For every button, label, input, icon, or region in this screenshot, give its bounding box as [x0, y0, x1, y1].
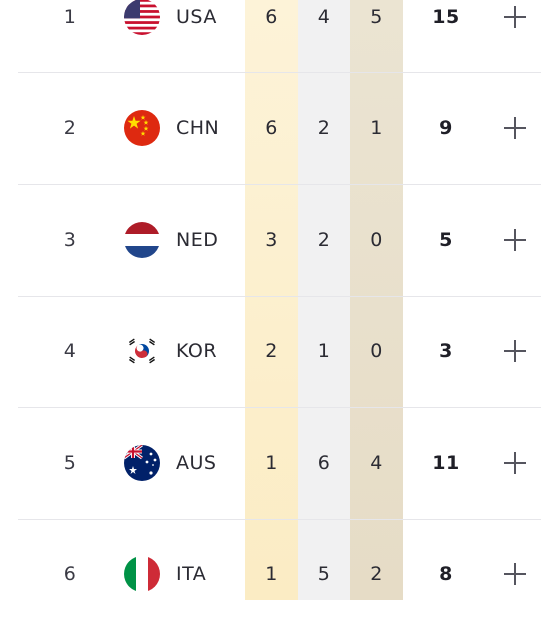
korea-flag-icon	[124, 333, 160, 369]
country-code: KOR	[176, 296, 240, 408]
total-count: 9	[420, 73, 472, 185]
rank-cell: 1	[40, 0, 100, 73]
table-row[interactable]: 4 KOR 2 1 0 3	[0, 296, 560, 408]
table-row[interactable]: 6 ITA 1 5 2 8	[0, 519, 560, 630]
silver-count: 1	[298, 296, 350, 408]
australia-flag-icon	[124, 445, 160, 481]
total-count: 11	[420, 407, 472, 519]
table-row[interactable]: 5 AUS 1 6 4 11	[0, 407, 560, 519]
plus-icon[interactable]	[500, 559, 530, 589]
bronze-count: 1	[350, 73, 403, 185]
silver-count: 6	[298, 407, 350, 519]
gold-count: 1	[245, 519, 298, 630]
gold-count: 3	[245, 184, 298, 296]
bronze-count: 4	[350, 407, 403, 519]
bronze-count: 0	[350, 296, 403, 408]
gold-count: 6	[245, 73, 298, 185]
silver-count: 5	[298, 519, 350, 630]
china-flag-icon	[124, 110, 160, 146]
gold-count: 6	[245, 0, 298, 73]
country-code: ITA	[176, 519, 240, 630]
country-code: CHN	[176, 73, 240, 185]
usa-flag-icon	[124, 0, 160, 35]
rank-cell: 4	[40, 296, 100, 408]
bronze-count: 2	[350, 519, 403, 630]
total-count: 5	[420, 184, 472, 296]
total-count: 3	[420, 296, 472, 408]
rank-cell: 6	[40, 519, 100, 630]
rank-cell: 5	[40, 407, 100, 519]
plus-icon[interactable]	[500, 336, 530, 366]
italy-flag-icon	[124, 556, 160, 592]
table-row[interactable]: 2 CHN 6 2 1 9	[0, 73, 560, 185]
country-code: USA	[176, 0, 240, 73]
table-row[interactable]: 3 NED 3 2 0 5	[0, 184, 560, 296]
gold-count: 2	[245, 296, 298, 408]
country-code: AUS	[176, 407, 240, 519]
plus-icon[interactable]	[500, 448, 530, 478]
gold-count: 1	[245, 407, 298, 519]
bronze-count: 5	[350, 0, 403, 73]
total-count: 15	[420, 0, 472, 73]
silver-count: 4	[298, 0, 350, 73]
table-row[interactable]: 1 USA 6 4 5 15	[0, 0, 560, 73]
rank-cell: 3	[40, 184, 100, 296]
plus-icon[interactable]	[500, 2, 530, 32]
rank-cell: 2	[40, 73, 100, 185]
medal-table: 1 USA 6 4 5 15 2	[0, 0, 560, 600]
silver-count: 2	[298, 184, 350, 296]
plus-icon[interactable]	[500, 113, 530, 143]
plus-icon[interactable]	[500, 225, 530, 255]
silver-count: 2	[298, 73, 350, 185]
netherlands-flag-icon	[124, 222, 160, 258]
total-count: 8	[420, 519, 472, 630]
bronze-count: 0	[350, 184, 403, 296]
country-code: NED	[176, 184, 240, 296]
